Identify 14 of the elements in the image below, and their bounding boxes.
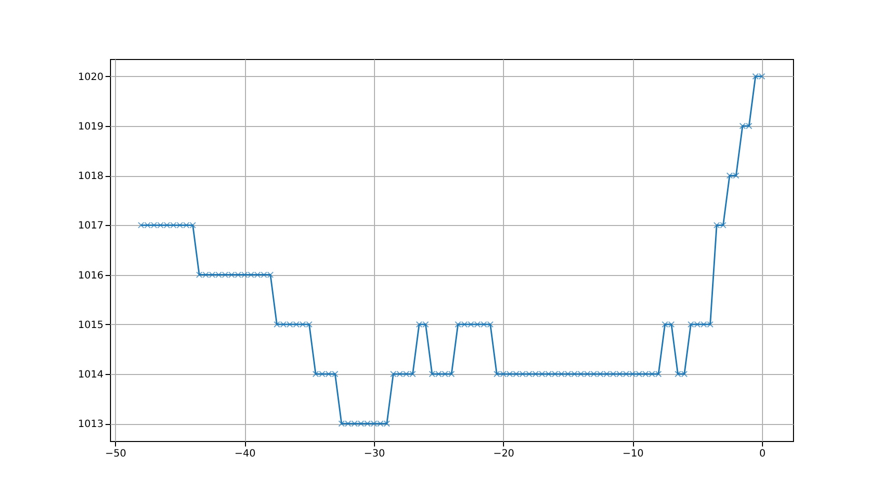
y-tick-label: 1019 [78, 121, 104, 132]
y-tick-label: 1020 [78, 72, 104, 83]
x-tick-label: −10 [622, 448, 644, 460]
y-tick-label: 1016 [78, 270, 104, 282]
x-tick-label: −50 [105, 448, 126, 460]
x-tick-label: −40 [234, 448, 256, 460]
y-tick-label: 1017 [78, 220, 104, 232]
y-tick-label: 1014 [78, 370, 104, 381]
y-tick-label: 1013 [78, 419, 104, 430]
x-tick-label: 0 [759, 448, 766, 460]
x-tick-label: −30 [364, 448, 385, 460]
y-tick-label: 1018 [78, 171, 104, 182]
y-tick-label: 1015 [78, 320, 104, 331]
x-tick-label: −20 [493, 448, 514, 460]
